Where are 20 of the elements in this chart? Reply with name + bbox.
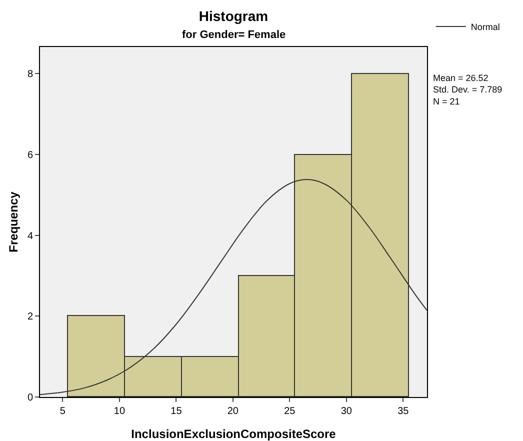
x-tick-label: 15 [170,406,182,417]
x-tick-label: 35 [398,406,410,417]
x-tick-label: 30 [340,406,352,417]
y-tick-label: 6 [27,150,34,162]
y-tick-label: 0 [27,392,34,404]
x-axis-title: InclusionExclusionCompositeScore [131,427,336,441]
x-tick-label: 10 [114,406,126,417]
text: Mean = 26.52 [433,73,488,83]
legend-label: Normal [470,22,500,32]
y-tick-label: 2 [27,312,34,323]
x-tick-label: 25 [284,406,296,417]
y-axis-title: Frequency [6,191,21,252]
y-tick-label: 8 [27,69,34,80]
y-tick-label: 4 [27,230,34,242]
x-tick-label: 20 [227,406,239,417]
chart-subtitle: for Gender= Female [182,29,286,41]
chart-title: Histogram [198,8,268,24]
text: Std. Dev. = 7.789 [433,84,502,95]
text: N = 21 [433,96,460,106]
x-tick-label: 5 [60,406,66,417]
